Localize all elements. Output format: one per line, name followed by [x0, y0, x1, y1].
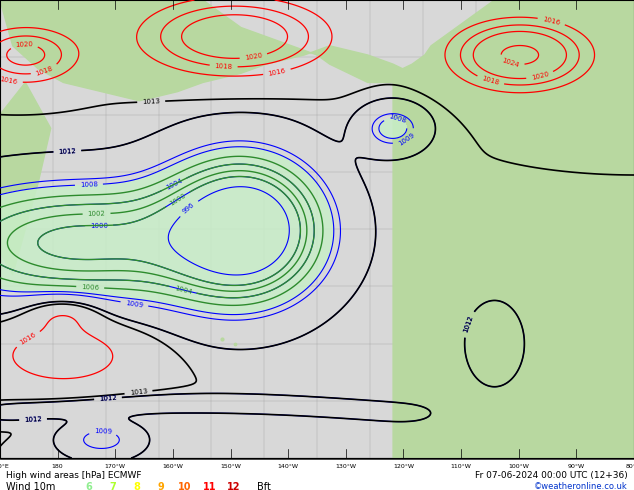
Text: 1013: 1013	[129, 389, 148, 396]
Text: 1000: 1000	[169, 192, 187, 207]
Text: 110°W: 110°W	[451, 464, 472, 469]
Text: 130°W: 130°W	[335, 464, 356, 469]
Text: 12: 12	[226, 482, 240, 490]
Text: 1020: 1020	[531, 71, 550, 81]
Text: 6: 6	[86, 482, 92, 490]
Text: 150°W: 150°W	[220, 464, 241, 469]
Text: 180: 180	[52, 464, 63, 469]
Text: 7: 7	[110, 482, 116, 490]
Text: 160°W: 160°W	[162, 464, 183, 469]
Text: 1008: 1008	[80, 181, 98, 188]
Text: Fr 07-06-2024 00:00 UTC (12+36): Fr 07-06-2024 00:00 UTC (12+36)	[475, 471, 628, 480]
Text: 1004: 1004	[174, 285, 192, 295]
Text: 1002: 1002	[87, 211, 106, 217]
Text: 80°W: 80°W	[626, 464, 634, 469]
Text: 170°W: 170°W	[105, 464, 126, 469]
Text: High wind areas [hPa] ECMWF: High wind areas [hPa] ECMWF	[6, 471, 142, 480]
Point	[230, 340, 240, 347]
Text: 1016: 1016	[19, 332, 37, 346]
Polygon shape	[0, 0, 412, 101]
Text: 1016: 1016	[0, 76, 18, 85]
Text: 1018: 1018	[481, 75, 500, 86]
Text: 140°W: 140°W	[278, 464, 299, 469]
Polygon shape	[0, 82, 51, 275]
Polygon shape	[456, 138, 634, 458]
Point	[217, 335, 227, 343]
Text: 1016: 1016	[268, 68, 287, 77]
Text: 8: 8	[134, 482, 140, 490]
Text: 1012: 1012	[24, 416, 42, 423]
Text: 1012: 1012	[99, 395, 117, 402]
Text: 1020: 1020	[244, 52, 263, 61]
Text: 1020: 1020	[15, 41, 33, 48]
Text: 120°W: 120°W	[393, 464, 414, 469]
Text: 1018: 1018	[35, 65, 54, 77]
Text: 1009: 1009	[125, 299, 144, 308]
Text: 1024: 1024	[501, 58, 520, 69]
Text: 1016: 1016	[542, 16, 561, 26]
Text: 1000: 1000	[90, 222, 108, 229]
Text: 1012: 1012	[58, 148, 77, 155]
Text: 1012: 1012	[462, 315, 474, 334]
Text: 10: 10	[178, 482, 192, 490]
Text: 1008: 1008	[388, 114, 407, 124]
Text: 1004: 1004	[165, 178, 183, 191]
Text: 1012: 1012	[99, 395, 117, 402]
Text: 1018: 1018	[214, 63, 233, 70]
Polygon shape	[393, 0, 634, 458]
Text: Wind 10m: Wind 10m	[6, 482, 56, 490]
Text: 1012: 1012	[24, 416, 42, 423]
Text: 1012: 1012	[58, 148, 77, 155]
Text: 90°W: 90°W	[568, 464, 585, 469]
Text: 9: 9	[158, 482, 164, 490]
Text: 170°E: 170°E	[0, 464, 10, 469]
Text: 996: 996	[182, 202, 196, 215]
Text: 1009: 1009	[397, 132, 415, 147]
Text: 1012: 1012	[462, 315, 474, 334]
Text: ©weatheronline.co.uk: ©weatheronline.co.uk	[534, 482, 628, 490]
Text: 1006: 1006	[81, 284, 100, 291]
Text: 1009: 1009	[94, 428, 112, 435]
Text: 1013: 1013	[142, 98, 160, 105]
Text: 100°W: 100°W	[508, 464, 529, 469]
Text: 11: 11	[202, 482, 216, 490]
Text: Bft: Bft	[257, 482, 271, 490]
